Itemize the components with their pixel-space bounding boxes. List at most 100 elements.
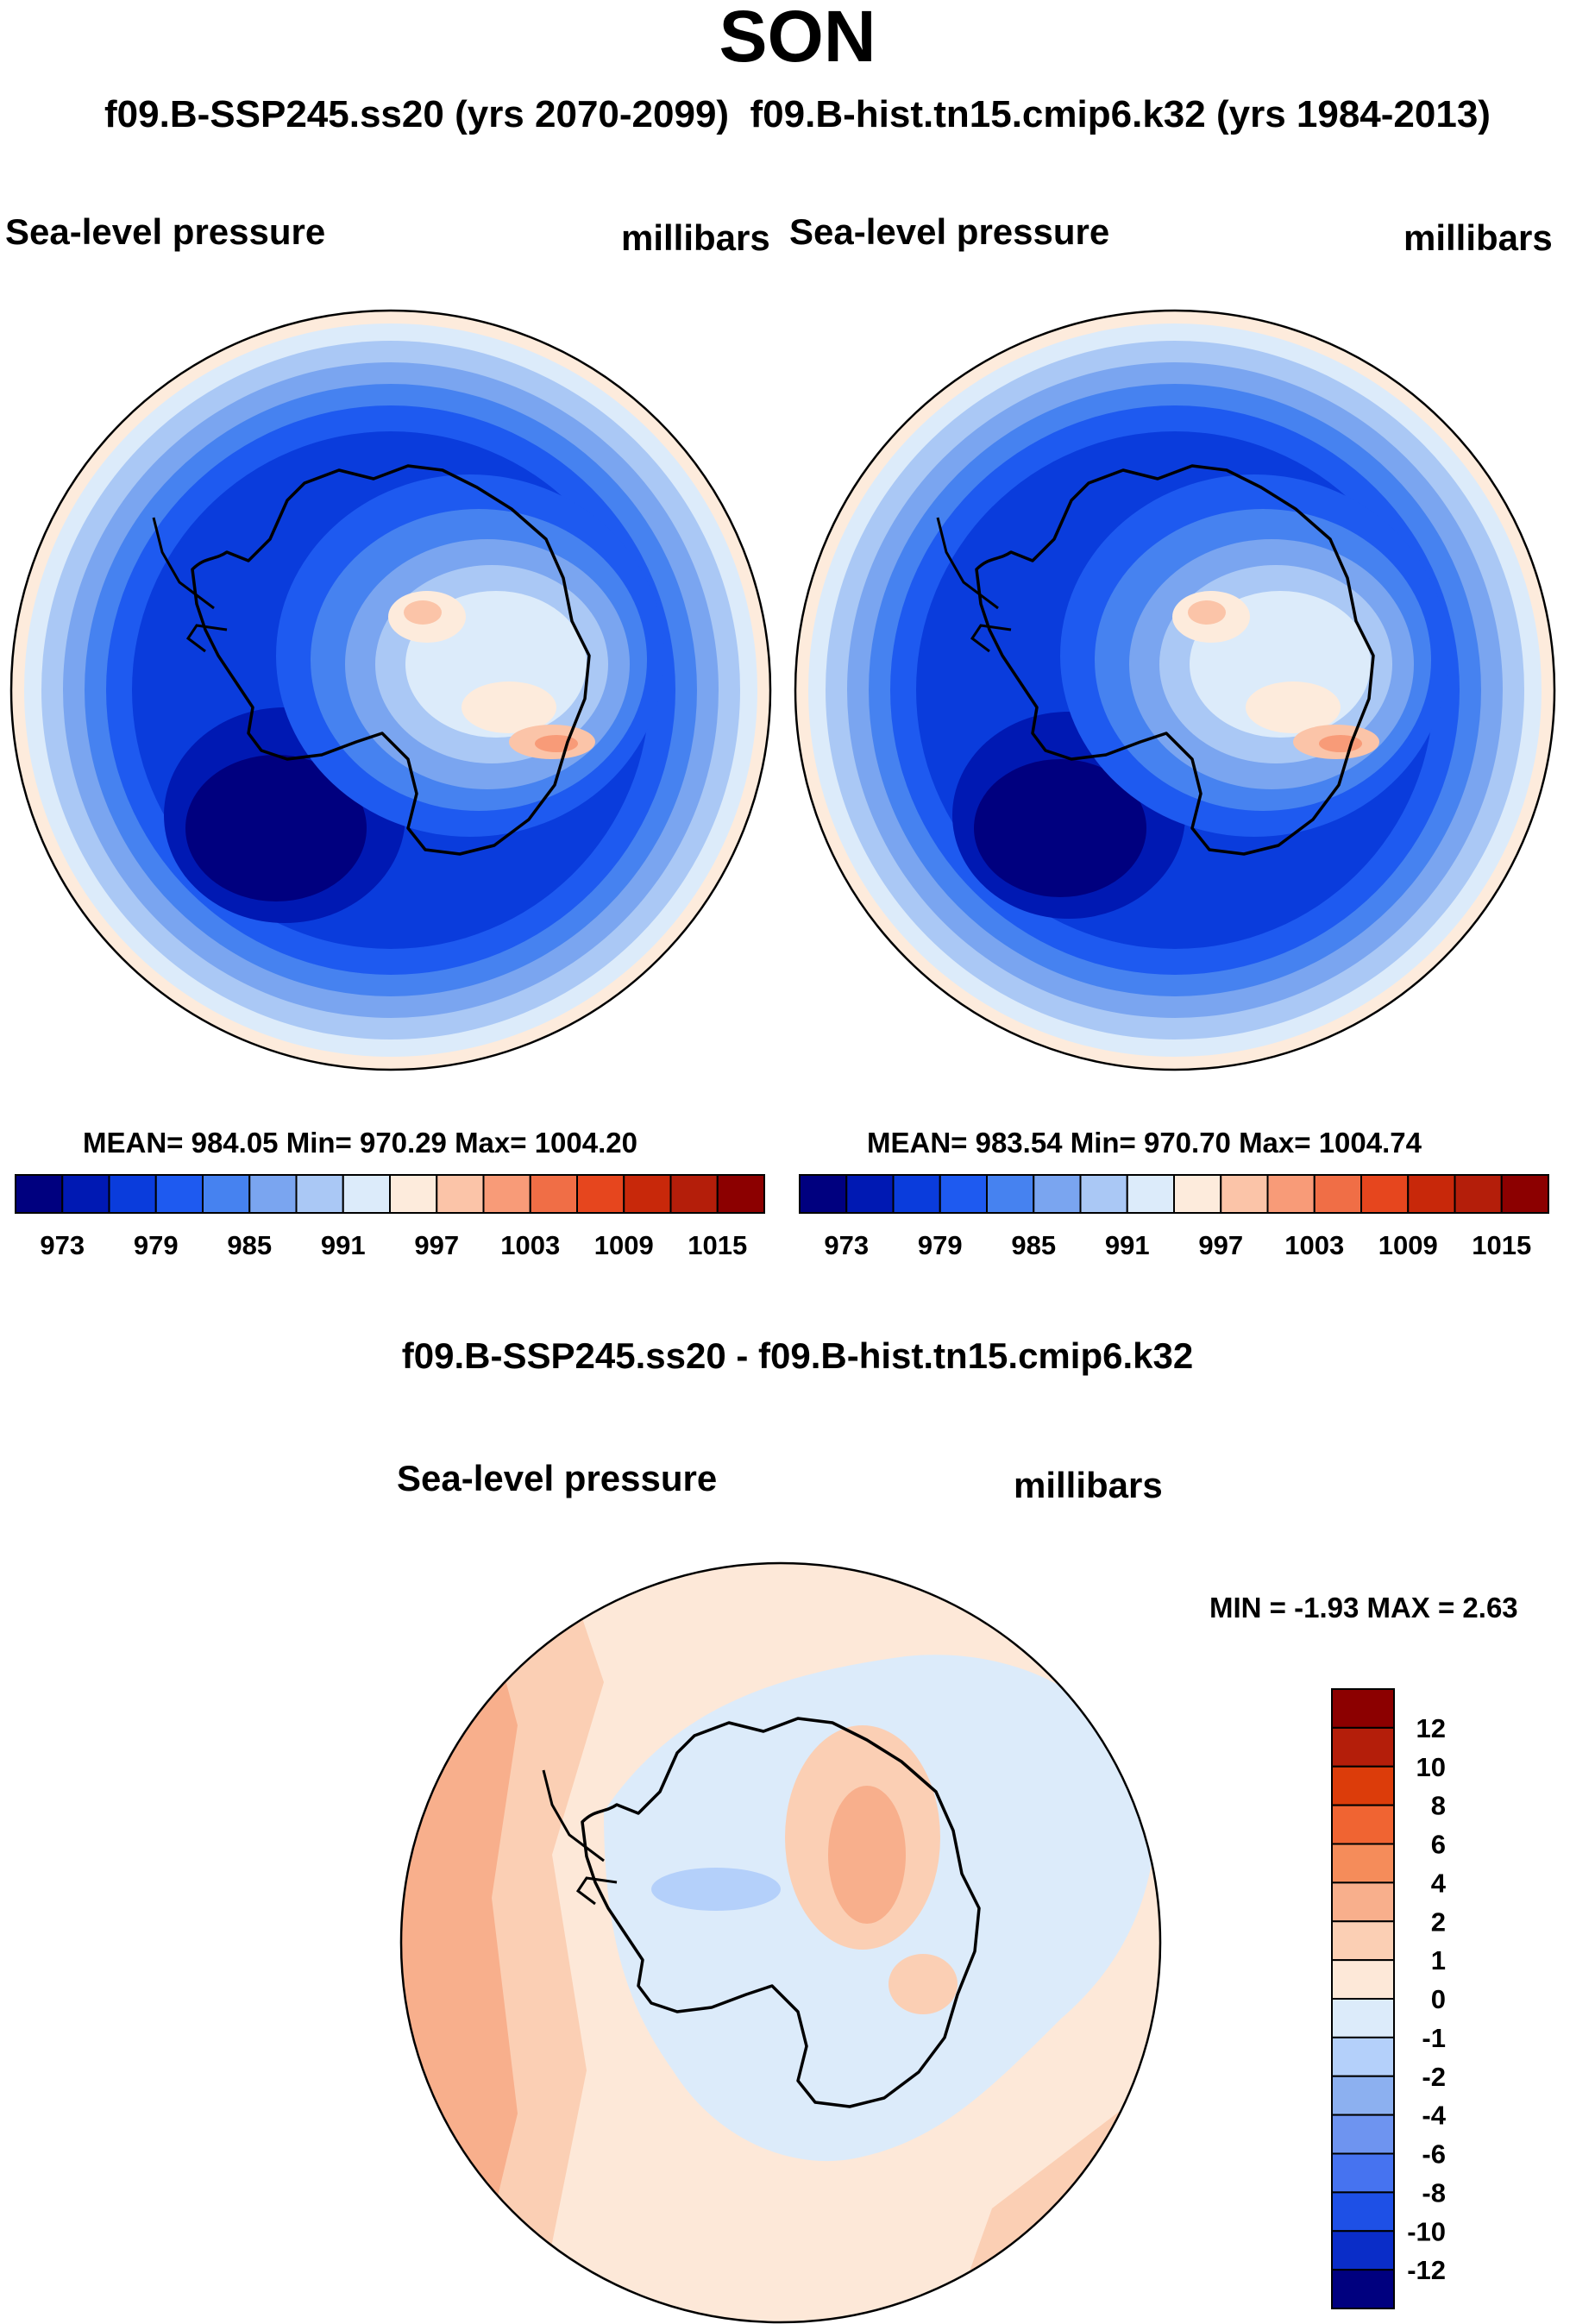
- colorbar-swatch: [108, 1174, 157, 1214]
- colorbar-tick-label: 991: [1105, 1230, 1150, 1260]
- right-map-border: [794, 309, 1556, 1071]
- colorbar-swatch: [1454, 1174, 1503, 1214]
- left-units-label: millibars: [621, 217, 770, 258]
- colorbar-swatch: [623, 1174, 672, 1214]
- colorbar-swatch: [1331, 1688, 1395, 1729]
- colorbar-tick-label: 985: [1011, 1230, 1056, 1260]
- colorbar-swatch: [1331, 1804, 1395, 1845]
- diff-units-label: millibars: [1014, 1465, 1163, 1505]
- colorbar-swatch: [939, 1174, 988, 1214]
- colorbar-swatch: [1331, 1920, 1395, 1962]
- colorbar-tick-label: -10: [1407, 2216, 1446, 2246]
- colorbar-tick-label: -12: [1407, 2255, 1446, 2285]
- season-title: SON: [719, 0, 876, 77]
- colorbar-swatch: [1331, 2036, 1395, 2077]
- colorbar-tick-label: -1: [1422, 2023, 1446, 2053]
- colorbar-swatch: [1313, 1174, 1362, 1214]
- colorbar-tick-label: -4: [1422, 2101, 1446, 2131]
- colorbar-tick-label: 4: [1431, 1868, 1447, 1898]
- colorbar-swatch: [1331, 1765, 1395, 1806]
- diff-variable-label: Sea-level pressure: [397, 1458, 718, 1498]
- left-map-border: [9, 309, 772, 1071]
- colorbar-swatch: [1331, 1959, 1395, 2000]
- colorbar-tick-label: 997: [1198, 1230, 1243, 1260]
- case-a-label: f09.B-SSP245.ss20 (yrs 2070-2099): [104, 93, 730, 135]
- colorbar-swatch: [202, 1174, 251, 1214]
- colorbar-tick-label: 997: [414, 1230, 459, 1260]
- diff-title: f09.B-SSP245.ss20 - f09.B-hist.tn15.cmip…: [401, 1335, 1194, 1376]
- colorbar-swatch: [1500, 1174, 1549, 1214]
- right-stats: MEAN= 983.54 Min= 970.70 Max= 1004.74: [867, 1127, 1422, 1159]
- colorbar-tick-label: -6: [1422, 2139, 1446, 2170]
- colorbar-swatch: [154, 1174, 204, 1214]
- colorbar-tick-label: 973: [824, 1230, 869, 1260]
- case-b-label: f09.B-hist.tn15.cmip6.k32 (yrs 1984-2013…: [750, 93, 1491, 135]
- colorbar-swatch: [1331, 1843, 1395, 1884]
- colorbar-tick-label: 1: [1431, 1945, 1446, 1975]
- colorbar-swatch: [1331, 2152, 1395, 2194]
- colorbar-tick-label: 10: [1416, 1752, 1446, 1782]
- colorbar-tick-label: 1009: [594, 1230, 654, 1260]
- colorbar-tick-label: 1003: [500, 1230, 560, 1260]
- colorbar-tick-label: 1003: [1284, 1230, 1344, 1260]
- colorbar-tick-label: -8: [1422, 2177, 1446, 2208]
- colorbar-swatch: [1220, 1174, 1269, 1214]
- colorbar-tick-label: 2: [1431, 1906, 1446, 1937]
- colorbar-swatch: [1331, 1881, 1395, 1923]
- colorbar-tick-label: 8: [1431, 1791, 1446, 1821]
- colorbar-swatch: [436, 1174, 485, 1214]
- colorbar-swatch: [1360, 1174, 1410, 1214]
- colorbar-tick-label: -2: [1422, 2062, 1446, 2092]
- colorbar-swatch: [61, 1174, 110, 1214]
- colorbar-swatch: [342, 1174, 391, 1214]
- left-stats: MEAN= 984.05 Min= 970.29 Max= 1004.20: [83, 1127, 637, 1159]
- colorbar-swatch: [295, 1174, 344, 1214]
- diff-map-border: [399, 1561, 1162, 2324]
- colorbar-swatch: [1407, 1174, 1456, 1214]
- colorbar-swatch: [248, 1174, 298, 1214]
- colorbar-tick-label: 979: [134, 1230, 179, 1260]
- left-variable-label: Sea-level pressure: [5, 211, 326, 252]
- colorbar-tick-label: 12: [1416, 1713, 1446, 1743]
- colorbar-tick-label: 0: [1431, 1984, 1446, 2014]
- colorbar-swatch: [892, 1174, 941, 1214]
- colorbar-tick-label: 6: [1431, 1830, 1446, 1860]
- colorbar-tick-label: 991: [321, 1230, 366, 1260]
- colorbar-tick-label: 1009: [1378, 1230, 1438, 1260]
- colorbar-swatch: [986, 1174, 1035, 1214]
- diff-minmax: MIN = -1.93 MAX = 2.63: [1209, 1592, 1518, 1624]
- colorbar-right: 973 979 985 991 997 1003 1009 1015: [799, 1174, 1549, 1260]
- colorbar-swatch: [799, 1174, 848, 1214]
- colorbar-swatch: [15, 1174, 64, 1214]
- colorbar-swatch: [1331, 1726, 1395, 1768]
- colorbar-swatch: [1331, 2114, 1395, 2155]
- colorbar-tick-label: 1015: [1472, 1230, 1531, 1260]
- right-units-label: millibars: [1403, 217, 1553, 258]
- colorbar-tick-label: 979: [918, 1230, 963, 1260]
- colorbar-swatch: [1331, 2191, 1395, 2233]
- colorbar-swatch: [669, 1174, 719, 1214]
- colorbar-swatch: [1033, 1174, 1082, 1214]
- colorbar-tick-label: 985: [227, 1230, 272, 1260]
- cases-header: f09.B-SSP245.ss20 (yrs 2070-2099) f09.B-…: [0, 93, 1595, 136]
- colorbar-swatch: [1266, 1174, 1316, 1214]
- right-variable-label: Sea-level pressure: [789, 211, 1110, 252]
- colorbar-swatch: [1331, 1998, 1395, 2038]
- right-map: [795, 311, 1554, 1070]
- colorbar-swatch: [529, 1174, 578, 1214]
- colorbar-tick-label: 973: [40, 1230, 85, 1260]
- colorbar-swatch: [1331, 2269, 1395, 2309]
- colorbar-swatch: [845, 1174, 895, 1214]
- colorbar-swatch: [1079, 1174, 1128, 1214]
- colorbar-swatch: [1173, 1174, 1222, 1214]
- colorbar-swatch: [1331, 2230, 1395, 2271]
- colorbar-tick-label: 1015: [688, 1230, 747, 1260]
- colorbar-swatch: [1331, 2075, 1395, 2116]
- colorbar-left: 973 979 985 991 997 1003 1009 1015: [15, 1174, 765, 1260]
- colorbar-swatch: [716, 1174, 765, 1214]
- colorbar-swatch: [482, 1174, 531, 1214]
- colorbar-swatch: [389, 1174, 438, 1214]
- left-map: [11, 311, 770, 1070]
